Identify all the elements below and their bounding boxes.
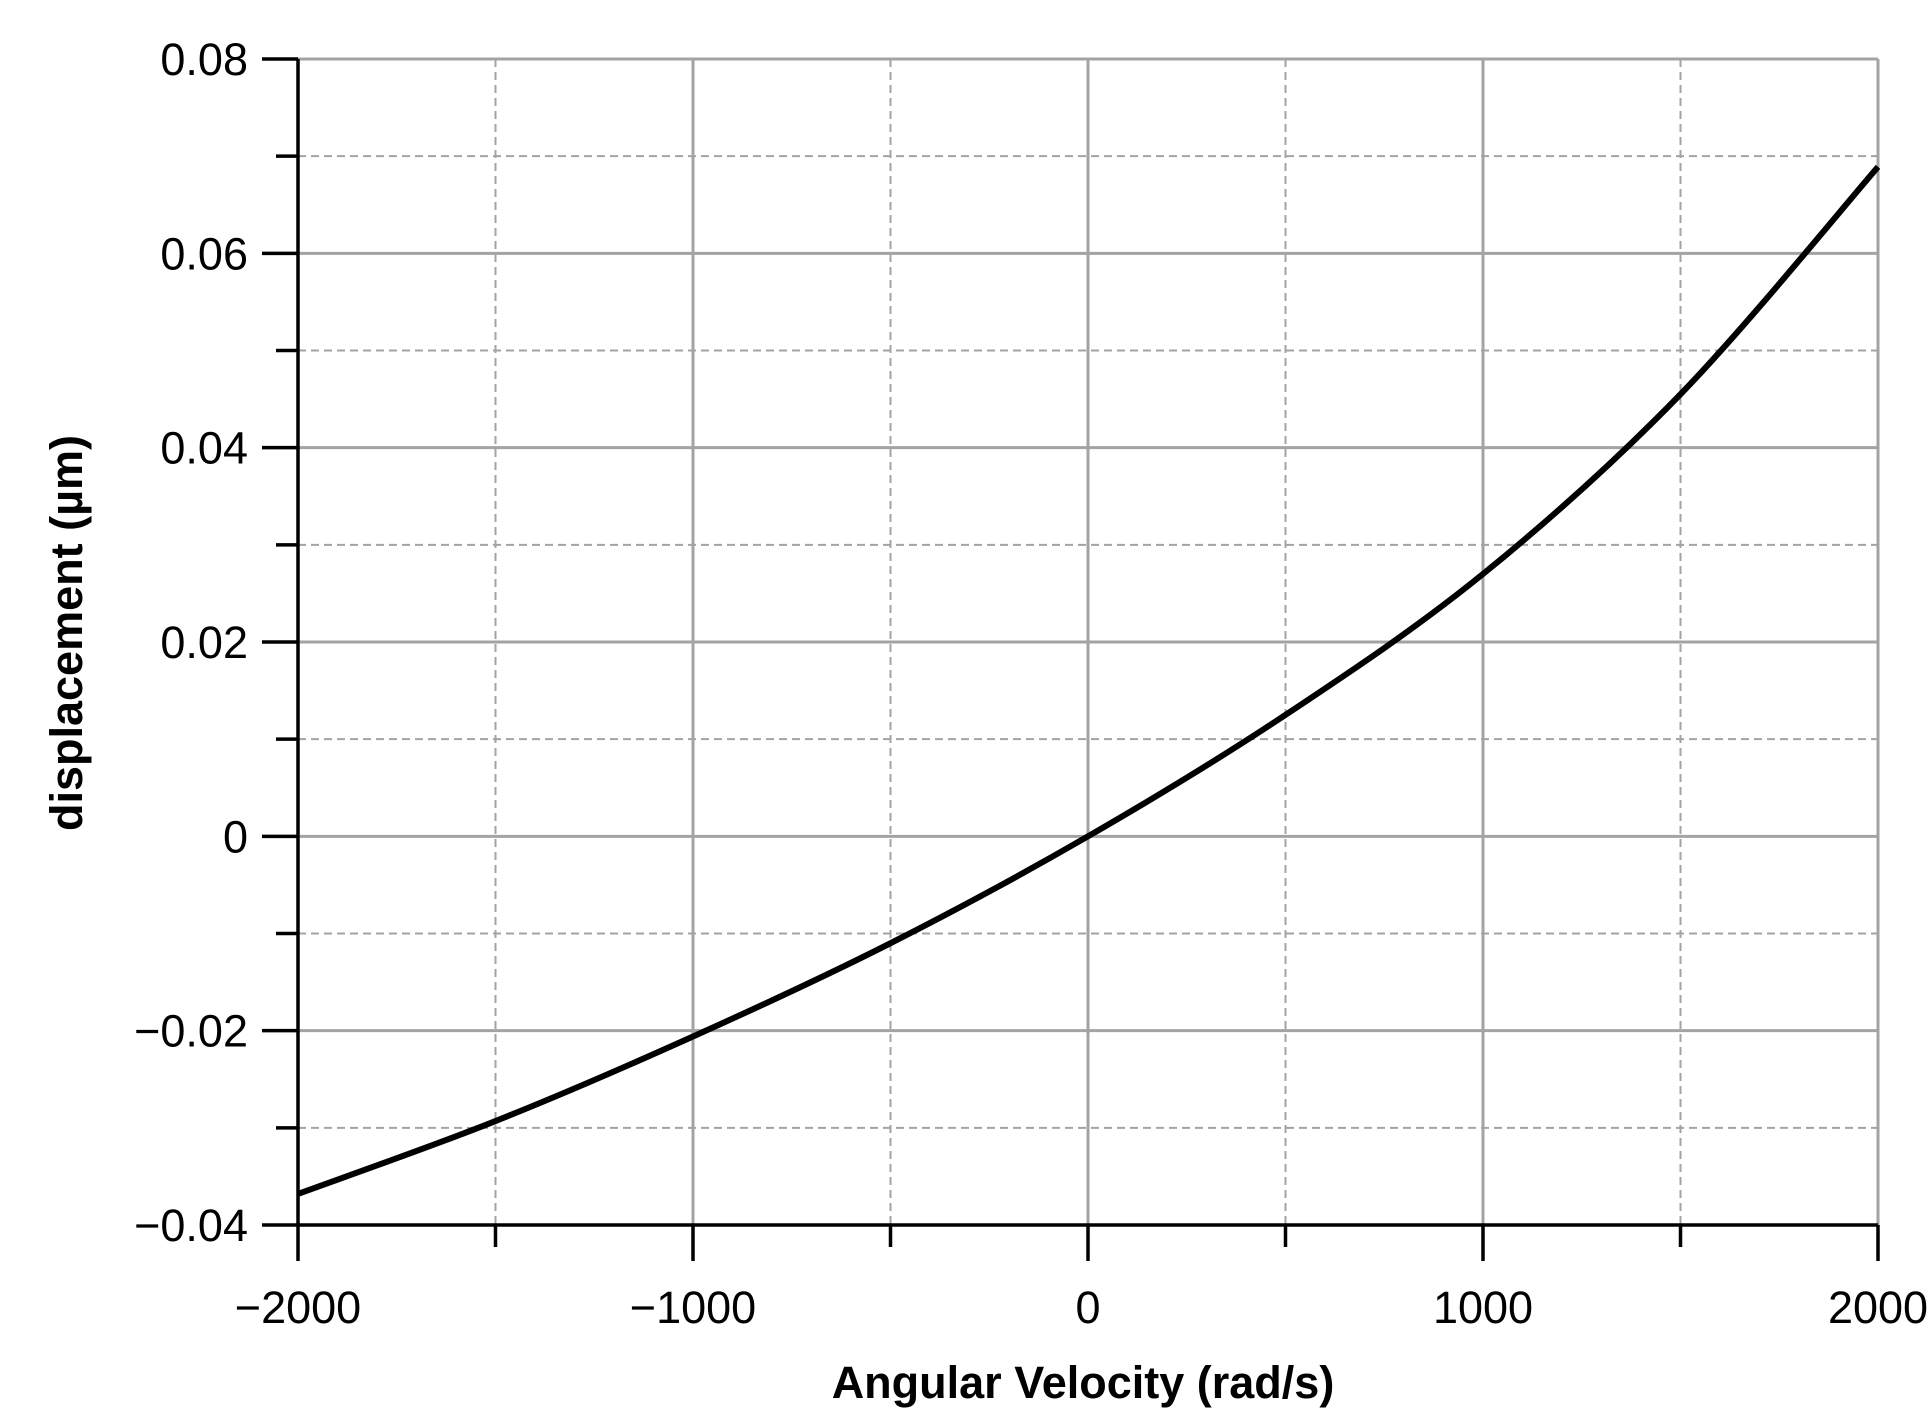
grid bbox=[298, 57, 1880, 1225]
y-tick-label: 0.02 bbox=[160, 617, 248, 668]
x-tick-label: 0 bbox=[1075, 1282, 1100, 1333]
y-tick-label: 0 bbox=[223, 811, 248, 862]
x-tick-label: −2000 bbox=[235, 1282, 361, 1333]
x-tick-label: 1000 bbox=[1433, 1282, 1533, 1333]
y-tick-label: −0.04 bbox=[134, 1200, 248, 1251]
y-tick-label: −0.02 bbox=[134, 1006, 248, 1057]
y-tick-label: 0.08 bbox=[160, 34, 248, 85]
x-tick-label: −1000 bbox=[630, 1282, 756, 1333]
x-axis-title: Angular Velocity (rad/s) bbox=[832, 1357, 1335, 1408]
y-axis-title: displacement (µm) bbox=[41, 435, 92, 831]
axes bbox=[262, 57, 1880, 1261]
y-tick-label: 0.04 bbox=[160, 423, 248, 474]
x-tick-label: 2000 bbox=[1828, 1282, 1928, 1333]
tick-labels: −0.04 −0.02 0 0.02 0.04 0.06 0.08 −2000 −1000 0 10… bbox=[134, 34, 1928, 1333]
series-line bbox=[296, 164, 1881, 1197]
y-tick-label: 0.06 bbox=[160, 228, 248, 279]
series bbox=[296, 164, 1881, 1197]
